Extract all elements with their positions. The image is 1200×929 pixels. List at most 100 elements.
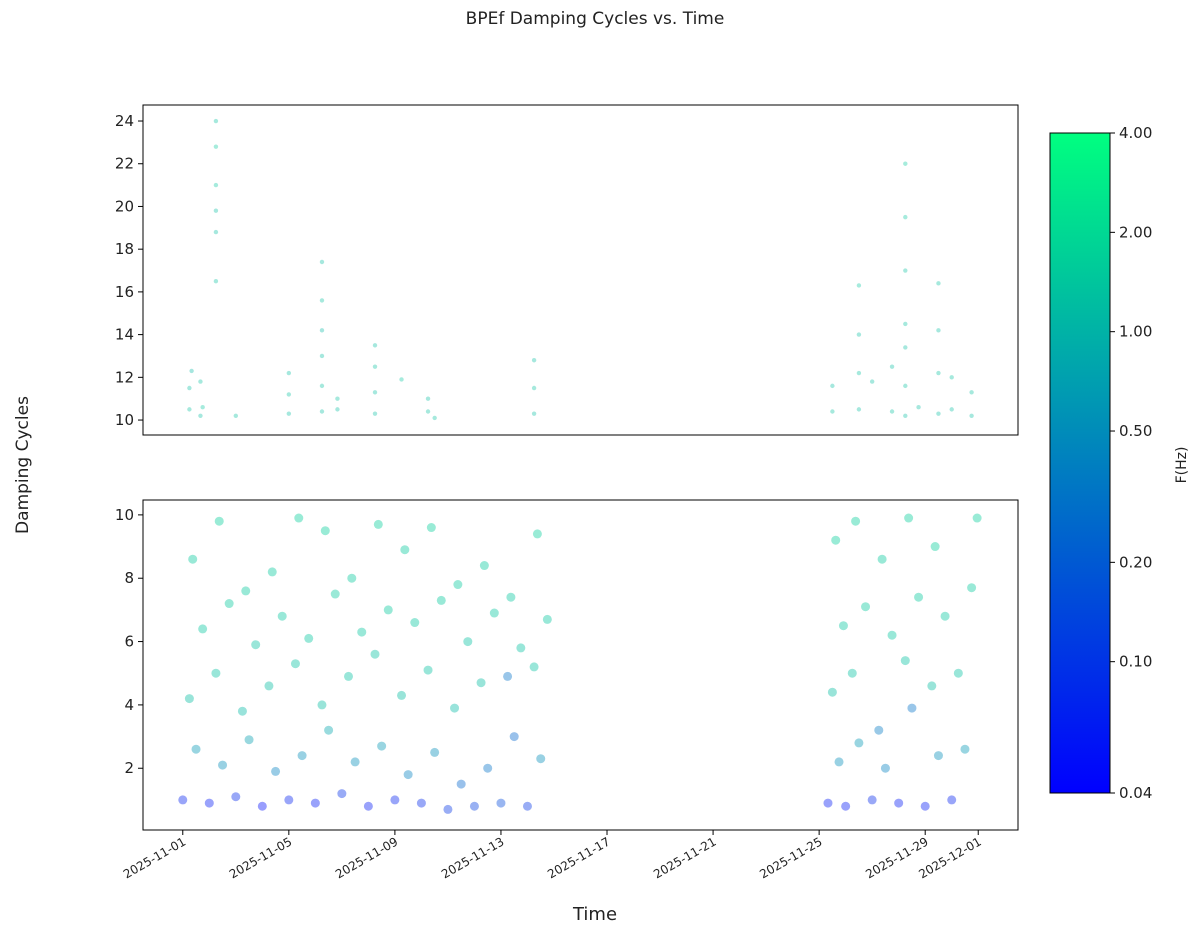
y-tick-label: 18: [115, 240, 134, 258]
point: [277, 611, 287, 621]
point: [304, 633, 314, 643]
point: [856, 370, 862, 376]
point: [244, 735, 254, 745]
point: [851, 516, 861, 526]
y-tick-label: 10: [115, 411, 134, 429]
point: [522, 801, 532, 811]
point: [372, 390, 378, 395]
point: [960, 744, 970, 754]
point: [347, 573, 357, 583]
point: [856, 332, 862, 337]
point: [904, 513, 914, 523]
point: [936, 411, 941, 416]
point: [337, 789, 347, 799]
y-tick-label: 8: [124, 569, 134, 587]
point: [430, 747, 440, 757]
colorbar-tick-label: 0.10: [1119, 653, 1152, 671]
x-tick-label: 2025-11-05: [227, 834, 294, 881]
point: [894, 798, 904, 808]
point: [489, 608, 499, 618]
point: [214, 516, 224, 526]
y-tick-label: 16: [115, 283, 134, 301]
point: [900, 656, 910, 666]
colorbar-tick-label: 4.00: [1119, 124, 1152, 142]
y-tick-label: 14: [115, 326, 134, 344]
point: [936, 281, 941, 286]
point: [838, 621, 848, 631]
point: [370, 649, 380, 659]
point: [320, 526, 330, 536]
point: [532, 529, 542, 539]
point: [903, 413, 908, 418]
y-tick-label: 24: [115, 112, 134, 130]
point: [372, 364, 378, 369]
y-tick-label: 20: [115, 197, 134, 215]
point: [831, 535, 841, 545]
point: [856, 407, 862, 412]
point: [907, 703, 917, 713]
point: [432, 415, 437, 421]
point: [290, 659, 300, 669]
point: [213, 118, 219, 124]
point: [830, 383, 835, 389]
point: [267, 567, 277, 577]
point: [213, 208, 219, 213]
point: [204, 798, 214, 808]
point: [372, 411, 378, 416]
point: [286, 370, 292, 376]
colorbar-tick-label: 0.50: [1119, 422, 1152, 440]
point: [343, 671, 353, 681]
point: [319, 259, 325, 265]
point: [516, 643, 526, 653]
point: [251, 640, 261, 650]
point: [927, 681, 937, 691]
point: [357, 627, 367, 637]
point: [920, 801, 930, 811]
point: [198, 624, 208, 634]
point: [903, 161, 908, 166]
y-tick-label: 4: [124, 696, 134, 714]
point: [847, 668, 857, 678]
colorbar-label: F(Hz): [1174, 447, 1190, 484]
point: [949, 407, 954, 412]
point: [377, 741, 387, 751]
point: [286, 392, 292, 397]
point: [423, 665, 433, 675]
y-tick-label: 12: [115, 368, 134, 386]
point: [949, 375, 954, 380]
point: [936, 328, 941, 333]
point: [189, 368, 194, 374]
point: [887, 630, 897, 640]
point: [319, 353, 325, 359]
point: [877, 554, 887, 564]
point: [213, 182, 219, 188]
point: [403, 770, 413, 780]
point: [476, 678, 486, 688]
point: [914, 592, 924, 602]
point: [178, 795, 188, 805]
point: [213, 279, 219, 284]
point: [373, 519, 383, 529]
point: [936, 370, 941, 376]
point: [400, 545, 410, 555]
point: [479, 561, 489, 571]
point: [198, 379, 203, 384]
point: [319, 409, 325, 414]
point: [416, 798, 426, 808]
point: [463, 637, 473, 647]
point: [241, 586, 251, 596]
y-axis-label: Damping Cycles: [13, 396, 33, 534]
point: [969, 413, 974, 418]
point: [317, 700, 327, 710]
point: [372, 343, 378, 348]
point: [830, 409, 835, 414]
point: [310, 798, 320, 808]
point: [319, 328, 325, 333]
point: [436, 595, 446, 605]
point: [509, 732, 519, 742]
point: [947, 795, 957, 805]
point: [191, 744, 201, 754]
point: [187, 385, 192, 391]
point: [903, 345, 908, 350]
